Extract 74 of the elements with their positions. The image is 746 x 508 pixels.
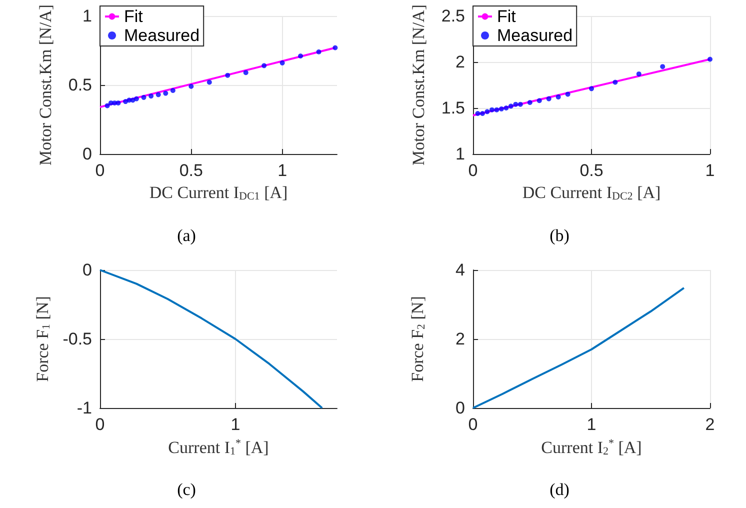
x-tick-label: 0 xyxy=(468,415,478,434)
y-axis-title: Motor Const.Km [N/A] xyxy=(36,4,55,166)
point xyxy=(565,92,570,97)
y-axis-title: Force F1 [N] xyxy=(32,296,52,382)
y-tick-label: 1 xyxy=(456,144,465,164)
point xyxy=(518,102,523,107)
point xyxy=(134,96,139,102)
y-tick-label: -0.5 xyxy=(62,330,92,348)
point xyxy=(498,106,504,112)
x-tick-label: 1 xyxy=(230,415,240,434)
y-tick-label: 2 xyxy=(456,52,465,72)
text: (c) xyxy=(177,480,196,499)
point xyxy=(527,100,532,105)
point xyxy=(188,84,194,89)
point xyxy=(206,80,212,85)
y-axis-title: Motor Const.Km [N/A] xyxy=(409,4,428,166)
point xyxy=(480,111,485,116)
text: (d) xyxy=(550,480,570,499)
y-tick-label: 1 xyxy=(82,6,92,26)
point xyxy=(316,49,322,54)
point xyxy=(589,86,594,92)
legend-label: Fit xyxy=(497,7,516,26)
point xyxy=(116,100,121,106)
x-tick-label: 1 xyxy=(586,415,596,434)
x-tick-label: 0.5 xyxy=(179,161,203,180)
y-tick-label: 1.5 xyxy=(441,98,465,118)
x-tick-label: 2 xyxy=(705,415,715,434)
point xyxy=(141,94,146,100)
point xyxy=(298,54,304,59)
legend-label: Measured xyxy=(124,26,200,45)
point xyxy=(556,94,561,100)
line-series xyxy=(472,286,685,409)
text: (a) xyxy=(177,226,196,245)
point xyxy=(504,106,509,110)
x-tick-label: 1 xyxy=(278,161,288,180)
point xyxy=(475,111,480,116)
point xyxy=(636,71,642,76)
point xyxy=(280,60,285,66)
point xyxy=(489,107,494,112)
y-tick-label: 0 xyxy=(82,260,92,280)
x-tick-label: 0 xyxy=(95,161,105,180)
point xyxy=(513,102,518,107)
y-axis-title: Force F2 [N] xyxy=(408,296,428,382)
point xyxy=(484,109,490,114)
x-tick-label: 0.5 xyxy=(580,161,604,180)
point xyxy=(243,70,248,76)
y-tick-label: 0.5 xyxy=(68,76,92,94)
point xyxy=(225,72,230,78)
y-tick-label: 2.5 xyxy=(441,6,465,26)
point xyxy=(170,88,176,94)
point xyxy=(546,96,552,102)
legend-label: Fit xyxy=(124,7,144,26)
point xyxy=(708,56,712,62)
point xyxy=(262,63,267,68)
point xyxy=(148,94,154,99)
point xyxy=(612,80,618,85)
point xyxy=(163,90,168,96)
y-tick-label: 0 xyxy=(82,144,92,164)
text: (b) xyxy=(550,226,570,245)
x-tick-label: 0 xyxy=(468,161,478,180)
y-tick-label: -1 xyxy=(76,398,92,418)
x-tick-label: 0 xyxy=(95,415,105,434)
point xyxy=(660,64,666,70)
x-tick-label: 1 xyxy=(705,161,715,180)
y-tick-label: 0 xyxy=(456,398,465,418)
point xyxy=(156,92,161,98)
legend-label: Measured xyxy=(497,26,573,45)
point xyxy=(508,104,514,109)
point xyxy=(494,107,500,112)
y-tick-label: 4 xyxy=(456,260,465,280)
y-tick-label: 2 xyxy=(456,330,465,348)
point xyxy=(104,103,110,108)
point xyxy=(536,98,542,104)
point xyxy=(332,45,338,50)
